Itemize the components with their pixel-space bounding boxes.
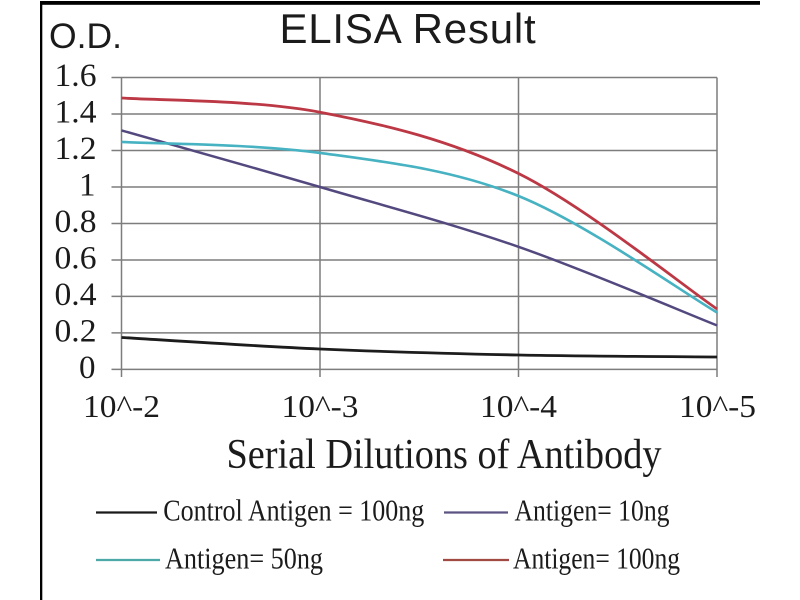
svg-text:0.6: 0.6 (55, 240, 97, 276)
svg-text:10^-3: 10^-3 (282, 388, 359, 424)
svg-text:10^-2: 10^-2 (83, 388, 160, 424)
svg-text:0.2: 0.2 (55, 313, 97, 349)
svg-text:10^-5: 10^-5 (679, 388, 756, 424)
svg-text:ELISA Result: ELISA Result (279, 5, 536, 52)
svg-text:Antigen= 50ng: Antigen= 50ng (165, 541, 323, 576)
svg-text:Antigen= 10ng: Antigen= 10ng (515, 493, 670, 528)
svg-text:0.4: 0.4 (55, 277, 97, 313)
svg-text:1.2: 1.2 (55, 131, 97, 167)
svg-text:1: 1 (79, 167, 96, 203)
svg-text:0: 0 (79, 350, 96, 386)
svg-text:0.8: 0.8 (55, 204, 97, 240)
svg-text:Antigen= 100ng: Antigen= 100ng (513, 541, 680, 576)
svg-text:Control Antigen = 100ng: Control Antigen = 100ng (163, 493, 424, 528)
svg-text:Serial Dilutions of Antibody: Serial Dilutions of Antibody (227, 432, 662, 478)
svg-text:1.4: 1.4 (55, 94, 97, 130)
svg-text:10^-4: 10^-4 (480, 388, 557, 424)
svg-text:O.D.: O.D. (49, 16, 122, 56)
svg-text:1.6: 1.6 (55, 58, 97, 94)
